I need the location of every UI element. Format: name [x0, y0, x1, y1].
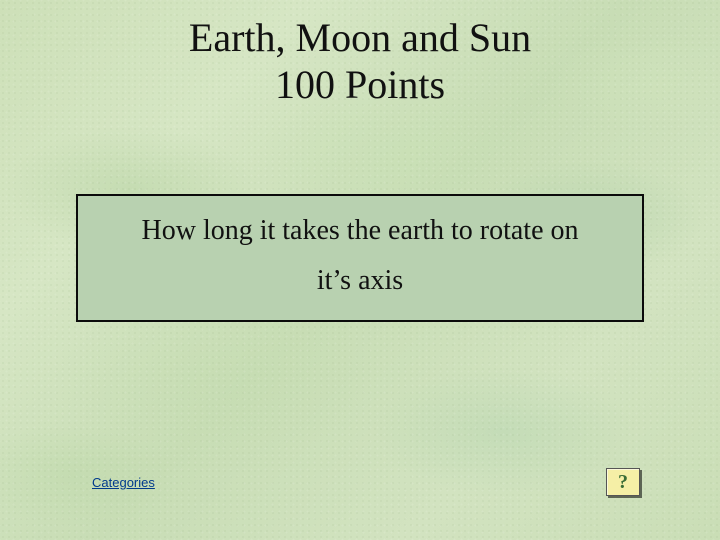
question-box: How long it takes the earth to rotate on… — [76, 194, 644, 322]
question-mark-icon: ? — [618, 472, 628, 492]
help-button[interactable]: ? — [606, 468, 640, 496]
question-line-2: it’s axis — [317, 265, 403, 297]
categories-link[interactable]: Categories — [92, 475, 155, 490]
question-line-1: How long it takes the earth to rotate on — [142, 215, 579, 247]
slide-title: Earth, Moon and Sun 100 Points — [0, 14, 720, 108]
title-line-1: Earth, Moon and Sun — [0, 14, 720, 61]
title-line-2: 100 Points — [0, 61, 720, 108]
